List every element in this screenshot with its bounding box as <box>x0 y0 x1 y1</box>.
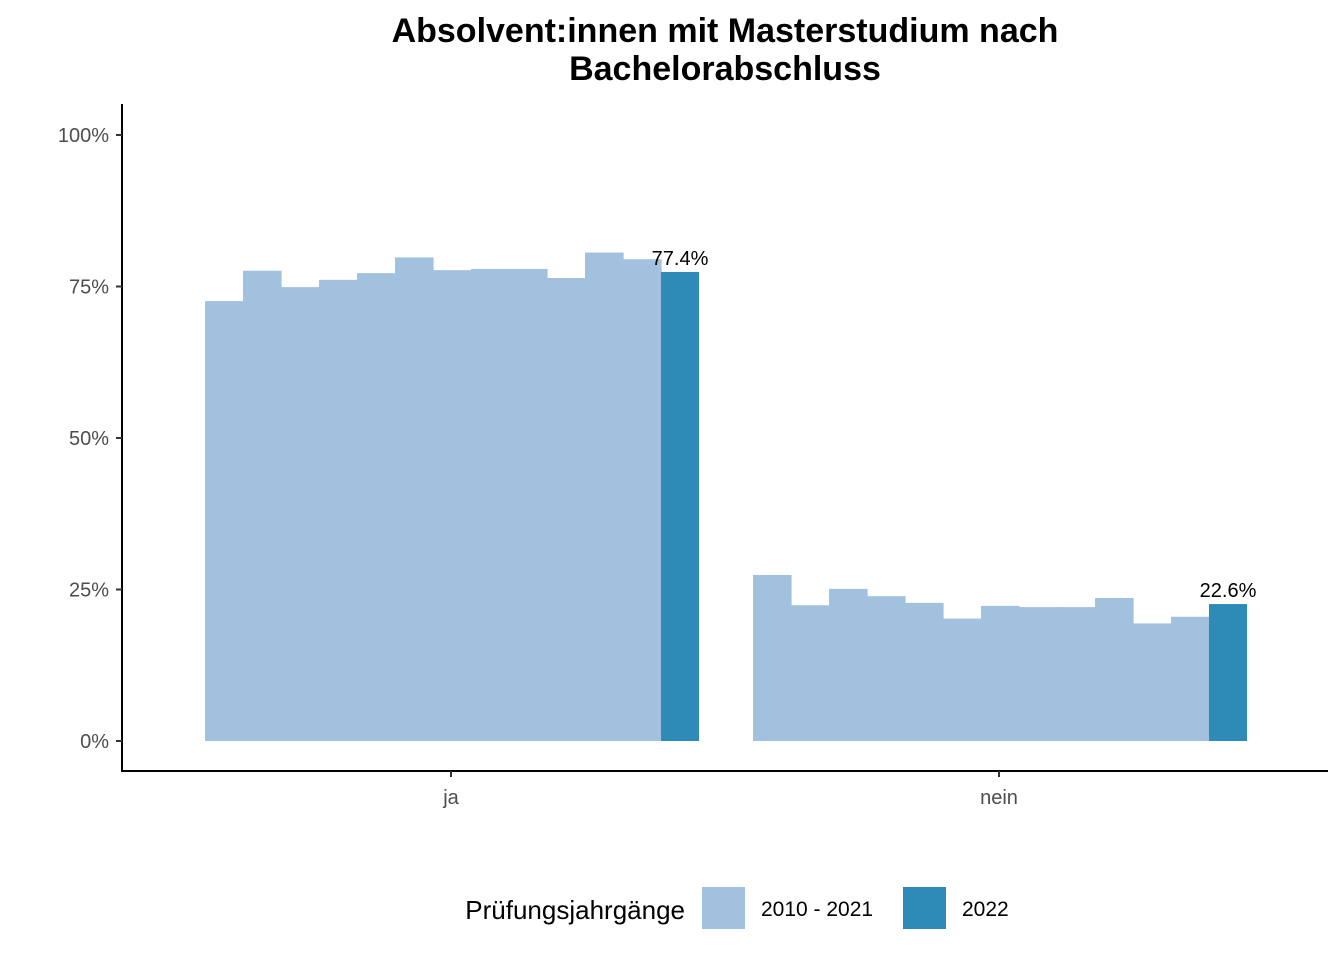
bar-ja-historical-9 <box>509 268 548 741</box>
bar-nein-historical-9 <box>1057 607 1096 741</box>
legend-title: Prüfungsjahrgänge <box>465 895 685 925</box>
bar-nein-historical-5 <box>905 602 944 741</box>
bar-ja-historical-1 <box>205 301 244 741</box>
x-tick-label-nein: nein <box>980 787 1018 809</box>
y-tick-label-0: 0% <box>80 731 109 753</box>
bar-nein-historical-4 <box>867 596 906 741</box>
bar-ja-historical-2 <box>243 270 282 741</box>
y-tick-label-2: 50% <box>69 428 109 450</box>
bar-nein-historical-12 <box>1171 616 1210 741</box>
data-label-nein-2022: 22.6% <box>1200 580 1257 602</box>
y-tick-label-4: 100% <box>58 125 109 147</box>
bar-nein-historical-11 <box>1133 623 1172 741</box>
bar-nein-historical-2 <box>791 605 830 741</box>
bars-layer: 77.4% 22.6% <box>205 248 1257 741</box>
data-label-ja-2022: 77.4% <box>652 248 709 270</box>
bar-nein-historical-1 <box>753 574 792 741</box>
legend-swatch-2022 <box>903 887 946 929</box>
bar-ja-historical-12 <box>623 259 662 741</box>
bar-nein-historical-10 <box>1095 597 1134 741</box>
bar-ja-historical-7 <box>433 270 472 741</box>
bar-nein-historical-6 <box>943 618 982 741</box>
bar-ja-historical-5 <box>357 273 396 741</box>
bar-ja-historical-11 <box>585 252 624 741</box>
bar-nein-historical-7 <box>981 605 1020 741</box>
bar-nein-historical-8 <box>1019 607 1058 741</box>
bar-ja-historical-10 <box>547 278 586 741</box>
bar-ja-historical-6 <box>395 257 434 741</box>
y-tick-label-1: 25% <box>69 580 109 602</box>
bar-ja-historical-8 <box>471 268 510 741</box>
bar-ja-historical-4 <box>319 279 358 741</box>
legend-label-2010-2021: 2010 - 2021 <box>761 898 873 921</box>
bar-nein-historical-3 <box>829 588 868 741</box>
legend-swatch-2010-2021 <box>702 887 745 929</box>
chart-title-line-1: Absolvent:innen mit Masterstudium nach <box>392 12 1059 50</box>
axes-layer: 0% 25% 50% 75% 100% ja nein <box>58 104 1328 809</box>
bar-ja-2022 <box>661 271 699 741</box>
legend-label-2022: 2022 <box>962 898 1009 921</box>
y-tick-label-3: 75% <box>69 277 109 299</box>
chart-title-line-2: Bachelorabschluss <box>569 50 881 88</box>
bar-nein-2022 <box>1209 604 1247 741</box>
chart-title: Absolvent:innen mit Masterstudium nach B… <box>392 12 1059 88</box>
bar-ja-historical-3 <box>281 287 320 741</box>
legend: Prüfungsjahrgänge 2010 - 2021 2022 <box>465 887 1009 929</box>
x-tick-label-ja: ja <box>442 787 459 809</box>
